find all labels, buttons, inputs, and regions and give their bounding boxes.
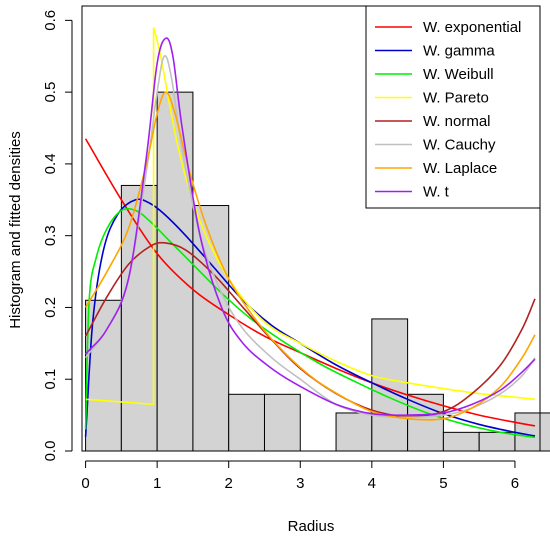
y-tick-label: 0.0: [42, 441, 59, 462]
legend-item-label: W. Weibull: [423, 66, 494, 83]
plot-frame: [81, 5, 541, 452]
density-curve: [84, 37, 536, 416]
y-axis: 0.0 0.1 0.2 0.3 0.4 0.5 0.6: [42, 10, 73, 462]
histogram-bar: [192, 205, 230, 452]
x-tick-label: 1: [153, 475, 161, 492]
y-tick-label: 0.5: [42, 82, 59, 103]
legend-item-label: W. normal: [423, 113, 491, 130]
x-tick-label: 0: [81, 475, 89, 492]
legend-item-label: W. gamma: [423, 43, 495, 60]
legend-item-label: W. t: [423, 184, 450, 201]
x-axis-label: Radius: [288, 518, 335, 535]
x-tick-label: 4: [368, 475, 376, 492]
histogram-bar: [228, 393, 265, 452]
x-tick-label: 6: [511, 475, 519, 492]
y-tick-label: 0.4: [42, 153, 59, 174]
legend-item-label: W. Laplace: [423, 160, 497, 177]
y-tick-label: 0.6: [42, 10, 59, 31]
histogram-bar: [478, 431, 516, 452]
histogram-bar: [407, 393, 444, 452]
density-curve: [84, 91, 536, 421]
histogram-bar: [156, 91, 194, 452]
density-curve: [85, 27, 536, 406]
legend-item-label: W. Cauchy: [423, 137, 496, 154]
x-tick-label: 5: [439, 475, 447, 492]
y-tick-label: 0.1: [42, 369, 59, 390]
y-axis-label: Histogram and fitted densities: [7, 131, 24, 329]
legend: W. exponential W. gamma W. Weibull W. Paret…: [365, 5, 541, 209]
legend-item-label: W. exponential: [423, 19, 521, 36]
x-tick-label: 2: [225, 475, 233, 492]
histogram-bars: [85, 91, 550, 452]
y-tick-label: 0.3: [42, 225, 59, 246]
y-tick-label: 0.2: [42, 297, 59, 318]
histogram-bar: [442, 431, 480, 452]
histogram-bar: [120, 184, 158, 452]
legend-box: [365, 5, 541, 209]
x-tick-label: 3: [296, 475, 304, 492]
histogram-bar: [263, 393, 301, 452]
density-curve: [84, 55, 536, 419]
legend-item-label: W. Pareto: [423, 90, 489, 107]
histogram-bar: [335, 412, 373, 452]
density-curve: [84, 138, 536, 427]
histogram-bar: [85, 299, 122, 452]
density-curves: [84, 27, 536, 439]
x-axis: 0 1 2 3 4 5 6: [81, 460, 519, 492]
histogram-bar: [514, 412, 550, 452]
